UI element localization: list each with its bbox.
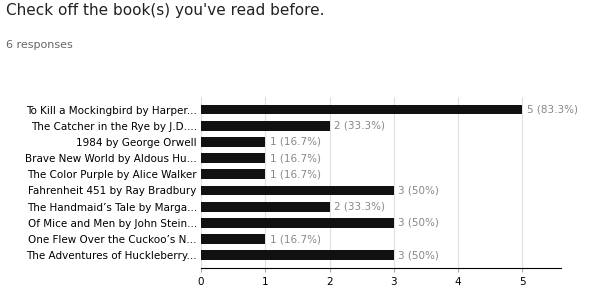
Bar <box>201 153 265 163</box>
Bar <box>201 186 394 195</box>
Bar <box>201 218 394 228</box>
Text: 3 (50%): 3 (50%) <box>398 250 439 260</box>
Text: 2 (33.3%): 2 (33.3%) <box>334 121 385 131</box>
Text: 1 (16.7%): 1 (16.7%) <box>270 137 321 147</box>
Text: 3 (50%): 3 (50%) <box>398 218 439 228</box>
Bar <box>201 202 329 211</box>
Text: 1 (16.7%): 1 (16.7%) <box>270 153 321 163</box>
Text: 6 responses: 6 responses <box>6 40 73 50</box>
Bar <box>201 105 523 114</box>
Bar <box>201 251 394 260</box>
Text: 5 (83.3%): 5 (83.3%) <box>527 105 578 115</box>
Text: Check off the book(s) you've read before.: Check off the book(s) you've read before… <box>6 3 325 18</box>
Bar <box>201 170 265 179</box>
Bar <box>201 234 265 244</box>
Text: 1 (16.7%): 1 (16.7%) <box>270 169 321 179</box>
Bar <box>201 121 329 131</box>
Text: 2 (33.3%): 2 (33.3%) <box>334 202 385 212</box>
Text: 1 (16.7%): 1 (16.7%) <box>270 234 321 244</box>
Bar <box>201 137 265 147</box>
Text: 3 (50%): 3 (50%) <box>398 186 439 196</box>
